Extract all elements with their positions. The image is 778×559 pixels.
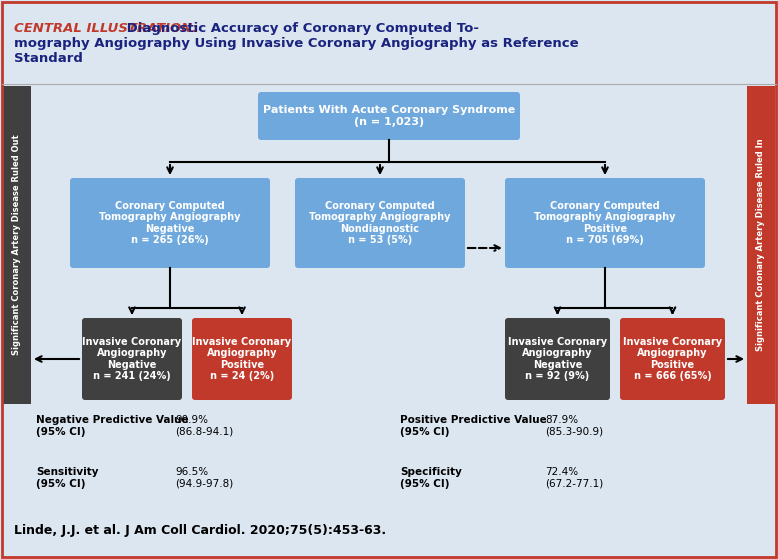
Text: Negative Predictive Value
(95% CI): Negative Predictive Value (95% CI) bbox=[36, 415, 188, 437]
Text: 90.9%
(86.8-94.1): 90.9% (86.8-94.1) bbox=[175, 415, 233, 437]
Text: Patients With Acute Coronary Syndrome
(n = 1,023): Patients With Acute Coronary Syndrome (n… bbox=[263, 105, 515, 127]
FancyBboxPatch shape bbox=[70, 178, 270, 268]
FancyBboxPatch shape bbox=[747, 86, 775, 404]
Text: Invasive Coronary
Angiography
Negative
n = 241 (24%): Invasive Coronary Angiography Negative n… bbox=[82, 337, 181, 381]
FancyBboxPatch shape bbox=[620, 318, 725, 400]
Text: Significant Coronary Artery Disease Ruled Out: Significant Coronary Artery Disease Rule… bbox=[12, 135, 22, 356]
Text: 87.9%
(85.3-90.9): 87.9% (85.3-90.9) bbox=[545, 415, 603, 437]
Text: Significant Coronary Artery Disease Ruled In: Significant Coronary Artery Disease Rule… bbox=[756, 139, 766, 351]
FancyBboxPatch shape bbox=[505, 318, 610, 400]
FancyBboxPatch shape bbox=[505, 178, 705, 268]
Text: Sensitivity
(95% CI): Sensitivity (95% CI) bbox=[36, 467, 99, 489]
FancyBboxPatch shape bbox=[82, 318, 182, 400]
FancyBboxPatch shape bbox=[258, 92, 520, 140]
Text: Invasive Coronary
Angiography
Negative
n = 92 (9%): Invasive Coronary Angiography Negative n… bbox=[508, 337, 607, 381]
Text: 72.4%
(67.2-77.1): 72.4% (67.2-77.1) bbox=[545, 467, 603, 489]
Text: Linde, J.J. et al. J Am Coll Cardiol. 2020;75(5):453-63.: Linde, J.J. et al. J Am Coll Cardiol. 20… bbox=[14, 524, 386, 537]
Text: Diagnostic Accuracy of Coronary Computed To-: Diagnostic Accuracy of Coronary Computed… bbox=[122, 22, 479, 35]
Text: Invasive Coronary
Angiography
Positive
n = 666 (65%): Invasive Coronary Angiography Positive n… bbox=[623, 337, 722, 381]
FancyBboxPatch shape bbox=[192, 318, 292, 400]
Text: 96.5%
(94.9-97.8): 96.5% (94.9-97.8) bbox=[175, 467, 233, 489]
FancyBboxPatch shape bbox=[3, 86, 31, 404]
Text: Invasive Coronary
Angiography
Positive
n = 24 (2%): Invasive Coronary Angiography Positive n… bbox=[192, 337, 292, 381]
Text: Standard: Standard bbox=[14, 52, 83, 65]
FancyBboxPatch shape bbox=[2, 2, 776, 84]
Text: Coronary Computed
Tomography Angiography
Negative
n = 265 (26%): Coronary Computed Tomography Angiography… bbox=[100, 201, 240, 245]
Text: mography Angiography Using Invasive Coronary Angiography as Reference: mography Angiography Using Invasive Coro… bbox=[14, 37, 579, 50]
Text: Coronary Computed
Tomography Angiography
Positive
n = 705 (69%): Coronary Computed Tomography Angiography… bbox=[534, 201, 676, 245]
Text: Specificity
(95% CI): Specificity (95% CI) bbox=[400, 467, 462, 489]
Text: Positive Predictive Value
(95% CI): Positive Predictive Value (95% CI) bbox=[400, 415, 547, 437]
Text: Coronary Computed
Tomography Angiography
Nondiagnostic
n = 53 (5%): Coronary Computed Tomography Angiography… bbox=[309, 201, 450, 245]
Text: CENTRAL ILLUSTRATION:: CENTRAL ILLUSTRATION: bbox=[14, 22, 198, 35]
FancyBboxPatch shape bbox=[295, 178, 465, 268]
